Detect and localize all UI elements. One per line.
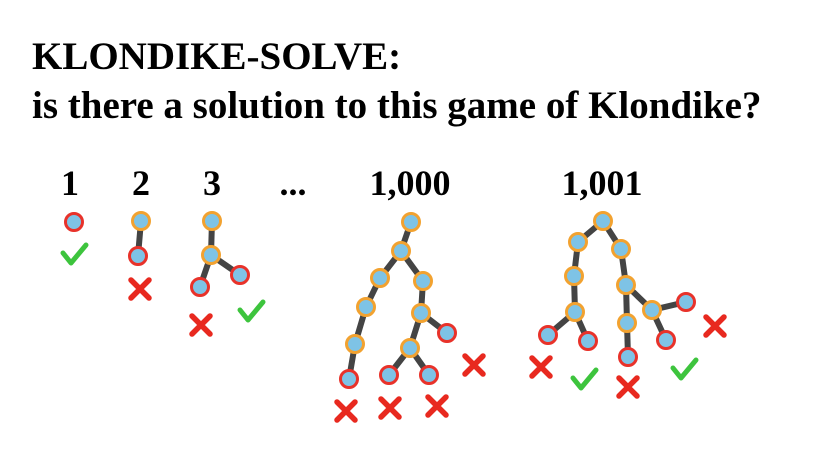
- state-node: [345, 334, 365, 354]
- state-node: [642, 300, 662, 320]
- dead-end-node: [578, 331, 598, 351]
- tree-1: [60, 212, 89, 266]
- dead-end-node: [128, 246, 148, 266]
- slide-title-line2: is there a solution to this game of Klon…: [32, 84, 762, 127]
- dead-end-node: [656, 330, 676, 350]
- state-node: [593, 211, 613, 231]
- tree-label-1: 1: [61, 163, 79, 203]
- check-icon: [237, 299, 266, 323]
- state-node: [564, 266, 584, 286]
- tree-1001: [529, 211, 727, 399]
- check-icon: [60, 242, 89, 266]
- state-node: [617, 313, 637, 333]
- dead-end-node: [230, 265, 250, 285]
- tree-3: [189, 211, 266, 337]
- dead-end-node: [379, 365, 399, 385]
- dead-end-node: [676, 292, 696, 312]
- state-node: [413, 271, 433, 291]
- tree-label-ellipsis: ...: [279, 163, 307, 203]
- state-node: [356, 297, 376, 317]
- dead-end-node: [339, 369, 359, 389]
- tree-label-1001: 1,001: [561, 163, 643, 203]
- dead-end-node: [419, 365, 439, 385]
- tree-label-3: 3: [203, 163, 221, 203]
- dead-end-node: [538, 325, 558, 345]
- state-node: [611, 239, 631, 259]
- tree-label-2: 2: [132, 163, 150, 203]
- cross-icon: [189, 313, 213, 337]
- state-node: [401, 212, 421, 232]
- cross-icon: [703, 314, 727, 338]
- state-node: [131, 211, 151, 231]
- state-node: [400, 338, 420, 358]
- cross-icon: [529, 355, 553, 379]
- cross-icon: [616, 375, 640, 399]
- dead-end-node: [64, 212, 84, 232]
- cross-icon: [462, 353, 486, 377]
- state-node: [202, 211, 222, 231]
- state-node: [391, 241, 411, 261]
- dead-end-node: [190, 277, 210, 297]
- cross-icon: [378, 396, 402, 420]
- cross-icon: [128, 277, 152, 301]
- state-node: [201, 245, 221, 265]
- slide-title-line1: KLONDIKE-SOLVE:: [32, 35, 402, 78]
- tree-1000: [334, 212, 486, 423]
- state-node: [565, 302, 585, 322]
- state-node: [568, 232, 588, 252]
- cross-icon: [425, 394, 449, 418]
- check-icon: [670, 357, 699, 381]
- state-node: [616, 275, 636, 295]
- state-node: [370, 268, 390, 288]
- state-node: [411, 303, 431, 323]
- check-icon: [570, 367, 599, 391]
- cross-icon: [334, 399, 358, 423]
- tree-label-1000: 1,000: [369, 163, 451, 203]
- dead-end-node: [437, 323, 457, 343]
- dead-end-node: [618, 347, 638, 367]
- tree-2: [128, 211, 152, 301]
